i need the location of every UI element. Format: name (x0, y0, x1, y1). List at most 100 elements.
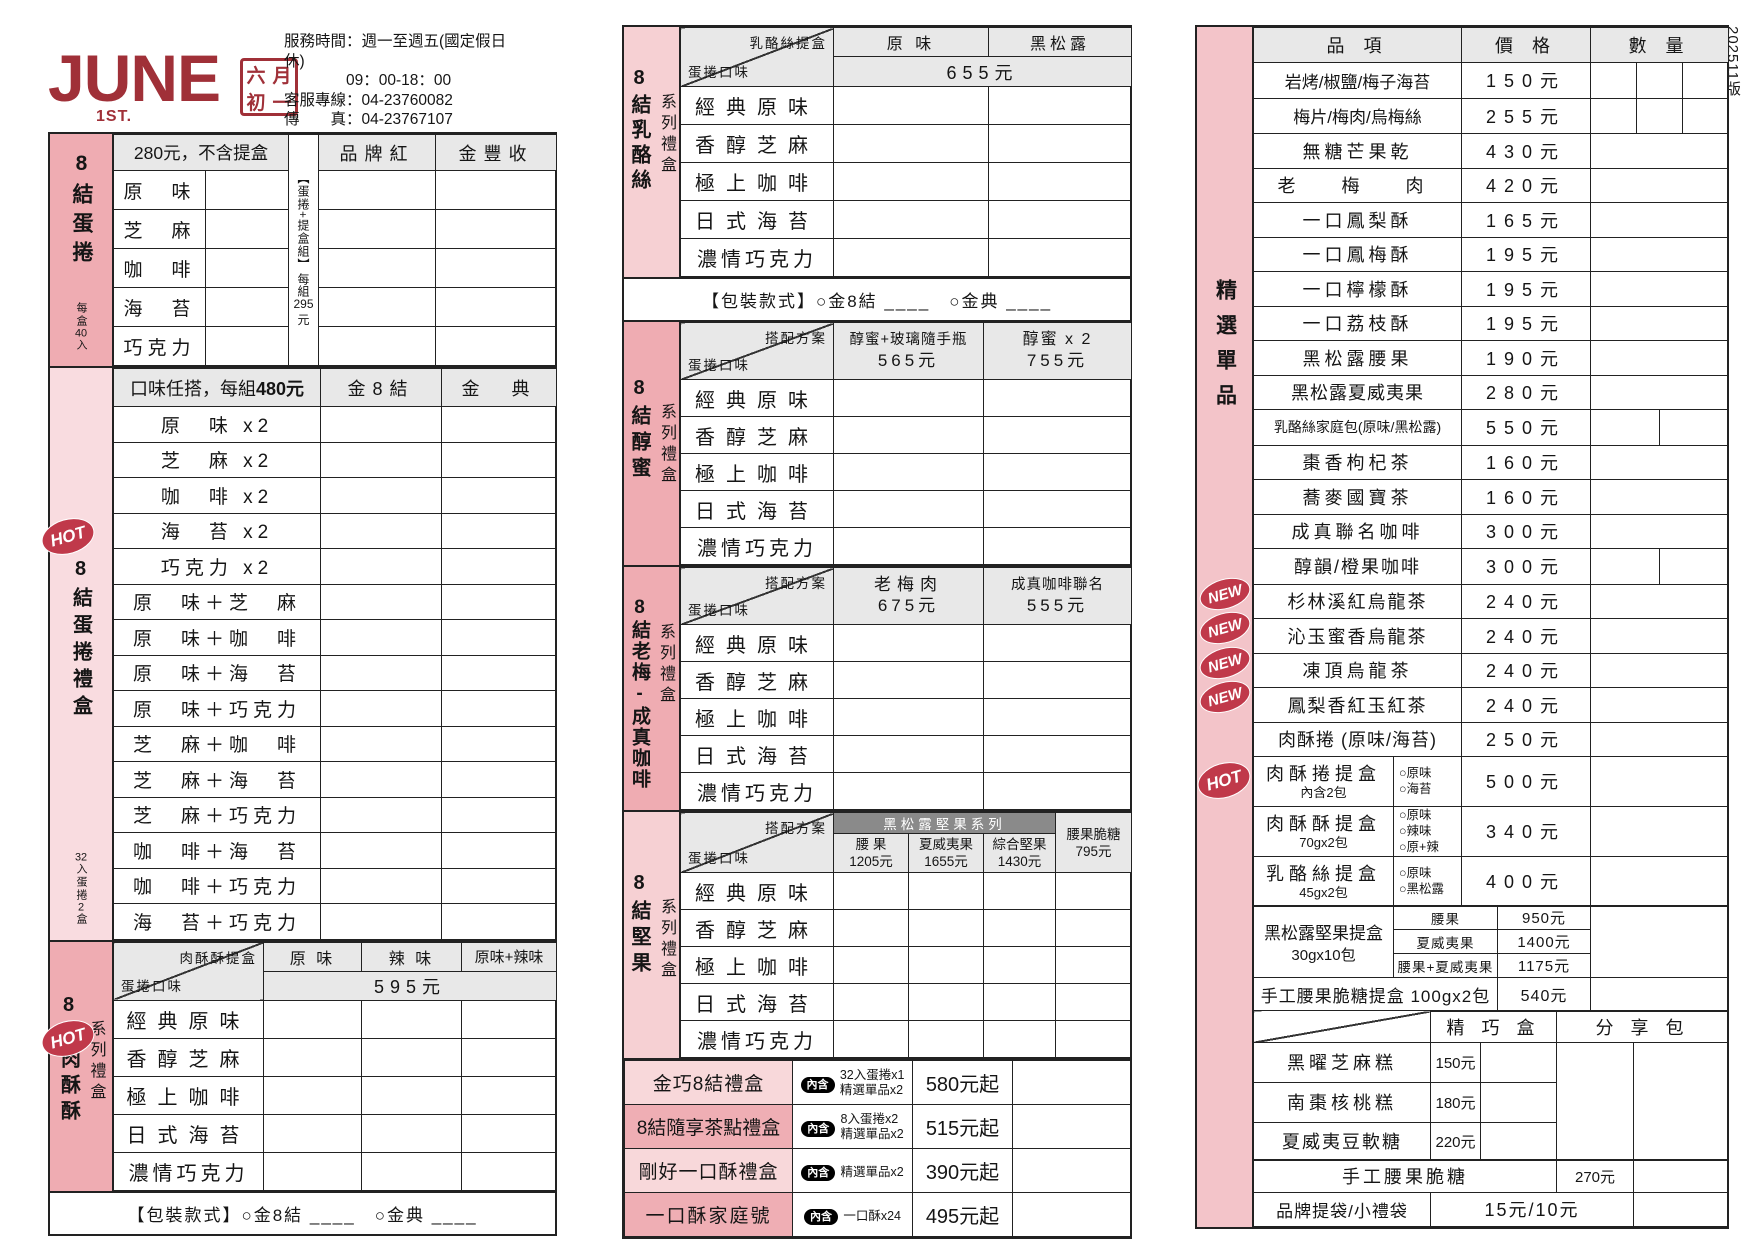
qty-cell[interactable] (833, 379, 984, 417)
qty-cell[interactable] (833, 200, 989, 239)
qty-cell[interactable] (1590, 805, 1729, 857)
qty-cell[interactable] (833, 909, 909, 947)
qty-cell[interactable] (441, 477, 557, 514)
qty-cell[interactable] (1590, 513, 1729, 549)
qty-cell[interactable] (461, 1037, 557, 1077)
qty-cell[interactable] (441, 903, 557, 940)
qty-cell[interactable] (320, 654, 442, 691)
qty-cell[interactable] (441, 512, 557, 549)
qty-cell[interactable] (1590, 755, 1729, 807)
qty-cell[interactable] (988, 238, 1132, 277)
qty-cell[interactable] (1055, 872, 1133, 910)
qty-cell[interactable] (1633, 1159, 1729, 1193)
qty-cell[interactable] (263, 999, 362, 1039)
qty-cell[interactable] (833, 238, 989, 277)
qty-cell[interactable] (982, 872, 1057, 910)
qty-cell[interactable] (320, 583, 442, 620)
qty-cell[interactable] (320, 477, 442, 514)
qty-cell[interactable] (983, 379, 1132, 417)
qty-cell[interactable] (320, 441, 442, 478)
qty-cell[interactable] (833, 661, 984, 699)
qty-cell[interactable] (441, 548, 557, 585)
qty-cell[interactable] (1055, 909, 1133, 947)
qty-cell[interactable] (833, 1020, 909, 1058)
qty-cell[interactable] (1590, 687, 1729, 723)
qty-cell[interactable] (833, 527, 984, 565)
qty-cell[interactable] (833, 983, 909, 1021)
qty-cell[interactable] (441, 867, 557, 904)
qty-cell[interactable] (318, 248, 437, 288)
qty-cell[interactable] (204, 287, 290, 327)
qty-cell[interactable] (320, 512, 442, 549)
qty-cell[interactable] (320, 725, 442, 762)
qty-cell[interactable] (982, 983, 1057, 1021)
qty-cell[interactable] (320, 832, 442, 869)
qty-cell-group[interactable] (1590, 409, 1729, 446)
qty-cell[interactable] (320, 548, 442, 585)
qty-cell[interactable] (1012, 1104, 1131, 1149)
qty-cell[interactable] (833, 624, 984, 662)
qty-cell[interactable] (435, 287, 558, 327)
qty-cell[interactable] (361, 999, 462, 1039)
qty-cell[interactable] (461, 1113, 557, 1153)
qty-cell[interactable] (1590, 202, 1729, 238)
qty-cell[interactable] (318, 209, 437, 249)
qty-cell[interactable] (1590, 374, 1729, 410)
flavor-options[interactable]: ○原味 ○海苔 (1393, 755, 1462, 807)
qty-cell[interactable] (988, 162, 1132, 201)
qty-cell[interactable] (833, 872, 909, 910)
qty-cell[interactable] (1590, 444, 1729, 480)
qty-cell[interactable] (1590, 236, 1729, 272)
qty-cell[interactable] (435, 326, 558, 366)
qty-cell[interactable] (1480, 1041, 1557, 1083)
qty-cell[interactable] (320, 690, 442, 727)
qty-cell[interactable] (1590, 133, 1729, 169)
qty-cell[interactable] (833, 416, 984, 454)
qty-cell[interactable] (318, 326, 437, 366)
qty-cell[interactable] (833, 124, 989, 163)
qty-cell[interactable] (1480, 1081, 1557, 1123)
qty-cell[interactable] (204, 326, 290, 366)
qty-cell[interactable] (1012, 1192, 1131, 1237)
qty-cell[interactable] (833, 698, 984, 736)
qty-cell[interactable] (441, 441, 557, 478)
qty-cell[interactable] (1590, 271, 1729, 307)
qty-cell[interactable] (1055, 1020, 1133, 1058)
qty-cell[interactable] (441, 725, 557, 762)
qty-cell[interactable] (1590, 652, 1729, 688)
qty-cell[interactable] (833, 162, 989, 201)
qty-cell[interactable] (441, 761, 557, 798)
qty-cell[interactable] (1012, 1060, 1131, 1105)
qty-cell[interactable] (833, 946, 909, 984)
qty-cell[interactable] (461, 1151, 557, 1191)
qty-cell[interactable] (983, 416, 1132, 454)
qty-cell[interactable] (263, 1075, 362, 1115)
qty-cell[interactable] (908, 909, 984, 947)
qty-cell[interactable] (983, 490, 1132, 528)
qty-cell[interactable] (908, 872, 984, 910)
qty-cell[interactable] (988, 200, 1132, 239)
qty-cell[interactable] (263, 1037, 362, 1077)
qty-cell[interactable] (1480, 1121, 1557, 1161)
qty-cell[interactable] (1055, 983, 1133, 1021)
qty-cell[interactable] (1590, 855, 1729, 907)
qty-cell[interactable] (1590, 479, 1729, 515)
qty-cell[interactable] (441, 619, 557, 656)
qty-cell[interactable] (1055, 946, 1133, 984)
qty-cell[interactable] (320, 903, 442, 940)
qty-cell[interactable] (461, 999, 557, 1039)
qty-cell[interactable] (1590, 905, 1729, 978)
qty-cell[interactable] (318, 287, 437, 327)
qty-cell[interactable] (361, 1075, 462, 1115)
qty-cell[interactable] (833, 735, 984, 773)
qty-cell[interactable] (983, 453, 1132, 491)
qty-cell[interactable] (982, 946, 1057, 984)
qty-cell[interactable] (441, 832, 557, 869)
qty-cell[interactable] (441, 583, 557, 620)
qty-cell[interactable] (204, 170, 290, 210)
qty-cell[interactable] (263, 1151, 362, 1191)
flavor-options[interactable]: ○原味 ○辣味 ○原+辣 (1393, 805, 1462, 857)
qty-cell[interactable] (983, 661, 1132, 699)
flavor-options[interactable]: ○原味 ○黑松露 (1393, 855, 1462, 907)
qty-cell[interactable] (361, 1037, 462, 1077)
